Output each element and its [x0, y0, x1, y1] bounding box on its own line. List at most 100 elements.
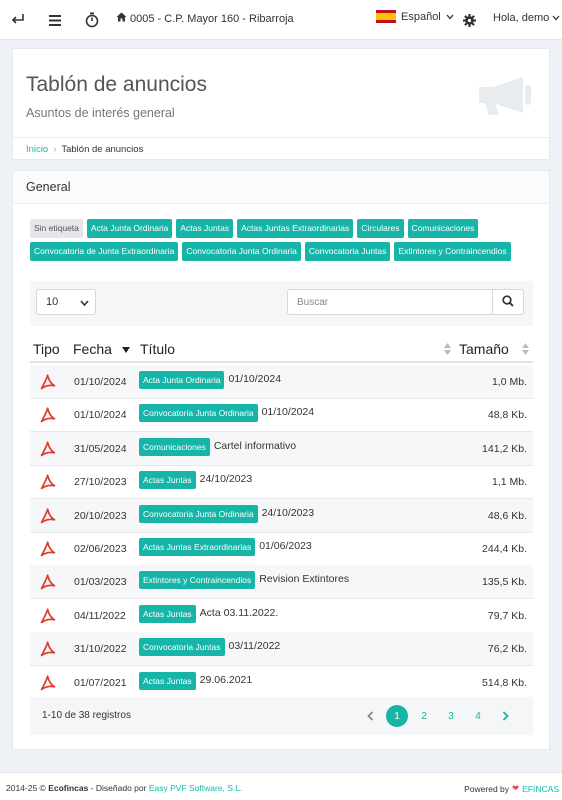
row-tag[interactable]: Actas Juntas [139, 671, 196, 690]
row-title-cell: Convocatoria Junta Ordinaria 01/10/2024 [139, 404, 315, 423]
timer-icon[interactable] [82, 10, 102, 30]
row-date: 31/10/2022 [74, 643, 127, 656]
row-title[interactable]: 03/11/2022 [228, 640, 281, 653]
row-size: 76,2 Kb. [487, 643, 527, 656]
pagination-page[interactable]: 4 [475, 710, 481, 722]
sort-both-icon[interactable] [522, 343, 529, 355]
pdf-icon[interactable] [39, 640, 57, 658]
row-size: 514,8 Kb. [482, 676, 527, 689]
search-button[interactable] [492, 289, 524, 315]
row-title-cell: Actas Juntas 24/10/2023 [139, 471, 253, 490]
records-info: 1-10 de 38 registros [42, 710, 131, 721]
pdf-icon[interactable] [39, 674, 57, 692]
pagination-page[interactable]: 3 [448, 710, 454, 722]
pdf-icon[interactable] [39, 373, 57, 391]
table-row: 27/10/2023 Actas Juntas 24/10/2023 1,1 Mb. [30, 465, 533, 500]
row-tag[interactable]: Acta Junta Ordinaria [139, 371, 225, 389]
pagination-page[interactable]: 2 [421, 710, 427, 722]
heart-icon: ❤ [512, 783, 520, 793]
column-header-tipo[interactable]: Tipo [33, 341, 60, 357]
row-tag[interactable]: Convocatoria Juntas [139, 638, 225, 657]
community-selector[interactable]: 0005 - C.P. Mayor 160 - Ribarroja [116, 12, 294, 25]
row-date: 27/10/2023 [74, 476, 127, 489]
table-row: 01/10/2024 Convocatoria Junta Ordinaria 01… [30, 398, 533, 433]
chevron-down-icon [80, 298, 89, 310]
row-title[interactable]: Acta 03.11.2022. [199, 606, 279, 619]
tag-filter[interactable]: Circulares [357, 219, 404, 238]
pagination: 1 2 3 4 [359, 705, 516, 727]
footer-designed-by: - Diseñado por [88, 783, 149, 793]
footer-brand: Ecofincas [48, 783, 89, 793]
pdf-icon[interactable] [39, 406, 57, 424]
row-size: 141,2 Kb. [482, 442, 527, 455]
tag-filter[interactable]: Actas Juntas Extraordinarias [237, 219, 354, 238]
table-row: 02/06/2023 Actas Juntas Extraordinarias 01… [30, 532, 533, 566]
row-title[interactable]: 24/10/2023 [199, 473, 253, 486]
tag-filter[interactable]: Extintores y Contraincendios [394, 242, 511, 261]
language-selector[interactable]: Español [376, 10, 454, 23]
table-footer: 1-10 de 38 registros 1 2 3 4 [30, 697, 533, 735]
table-row: 01/07/2021 Actas Juntas 29.06.2021 514,8 Kb… [30, 666, 533, 700]
column-header-tamano[interactable]: Tamaño [459, 341, 509, 357]
pagination-prev-icon[interactable] [359, 705, 381, 727]
tag-filter[interactable]: Sin etiqueta [30, 219, 83, 238]
breadcrumb-home-link[interactable]: Inicio [26, 143, 49, 155]
menu-icon[interactable] [46, 10, 64, 30]
user-menu[interactable]: Hola, demo [493, 12, 560, 24]
row-size: 135,5 Kb. [482, 576, 527, 589]
pdf-icon[interactable] [39, 540, 57, 558]
row-tag[interactable]: Comunicaciones [139, 437, 210, 456]
row-size: 244,4 Kb. [482, 543, 527, 555]
row-title[interactable]: Revision Extintores [259, 573, 350, 586]
row-date: 01/07/2021 [74, 676, 127, 689]
row-tag[interactable]: Actas Juntas Extraordinarias [139, 538, 256, 556]
sort-desc-icon[interactable] [122, 347, 130, 353]
tag-filter[interactable]: Convocatoria de Junta Extraordinaria [30, 242, 179, 261]
row-title[interactable]: 24/10/2023 [261, 506, 315, 519]
row-title[interactable]: 01/06/2023 [259, 540, 312, 552]
row-tag[interactable]: Convocatoria Junta Ordinaria [139, 504, 258, 523]
row-tag[interactable]: Actas Juntas [139, 604, 196, 623]
footer-powered-by: Powered by [464, 783, 510, 794]
footer-powered-brand[interactable]: EFINCAS [522, 783, 559, 794]
documents-table: 10 Buscar Tipo Fecha Título Tamaño 01/10… [30, 281, 533, 736]
tag-filter[interactable]: Comunicaciones [407, 219, 479, 238]
tag-filter[interactable]: Convocatoria Junta Ordinaria [182, 242, 301, 261]
tag-filter[interactable]: Acta Junta Ordinaria [86, 219, 173, 238]
breadcrumb-separator: › [53, 143, 57, 155]
language-label: Español [401, 10, 441, 23]
pdf-icon[interactable] [39, 507, 57, 525]
column-header-fecha[interactable]: Fecha [73, 341, 112, 357]
row-date: 01/03/2023 [74, 576, 127, 589]
footer-designer-link[interactable]: Easy PVF Software, S.L. [148, 783, 243, 793]
row-tag[interactable]: Convocatoria Junta Ordinaria [139, 404, 258, 423]
pagination-next-icon[interactable] [494, 705, 516, 727]
tag-filter[interactable]: Convocatoria Juntas [304, 242, 391, 261]
table-row: 31/10/2022 Convocatoria Juntas 03/11/2022 7… [30, 632, 533, 667]
sort-both-icon[interactable] [444, 343, 451, 355]
pdf-icon[interactable] [39, 473, 57, 491]
top-bar: 0005 - C.P. Mayor 160 - Ribarroja Españo… [0, 0, 562, 40]
chevron-down-icon [446, 11, 454, 23]
main-card: General Sin etiqueta Acta Junta Ordinaria… [12, 170, 550, 750]
tag-filter[interactable]: Actas Juntas [176, 219, 234, 238]
row-title[interactable]: 01/10/2024 [228, 373, 282, 385]
pdf-icon[interactable] [39, 573, 57, 591]
row-tag[interactable]: Extintores y Contraincendios [139, 571, 256, 590]
page-size-value: 10 [46, 296, 59, 308]
row-tag[interactable]: Actas Juntas [139, 471, 196, 490]
page-footer: 2014-25 © Ecofincas - Diseñado por Easy … [0, 772, 562, 800]
pagination-page[interactable]: 1 [386, 705, 408, 727]
row-title[interactable]: 01/10/2024 [261, 406, 315, 419]
pdf-icon[interactable] [39, 440, 57, 458]
column-header-titulo[interactable]: Título [140, 341, 176, 357]
row-size: 1,1 Mb. [491, 476, 527, 489]
row-title[interactable]: Cartel informativo [213, 439, 297, 452]
row-title[interactable]: 29.06.2021 [199, 673, 253, 686]
search-input[interactable]: Buscar [287, 289, 493, 315]
page-size-select[interactable]: 10 [36, 289, 96, 315]
gear-icon[interactable] [460, 10, 478, 30]
back-icon[interactable] [8, 10, 28, 30]
pdf-icon[interactable] [39, 607, 57, 625]
row-date: 02/06/2023 [74, 543, 127, 555]
